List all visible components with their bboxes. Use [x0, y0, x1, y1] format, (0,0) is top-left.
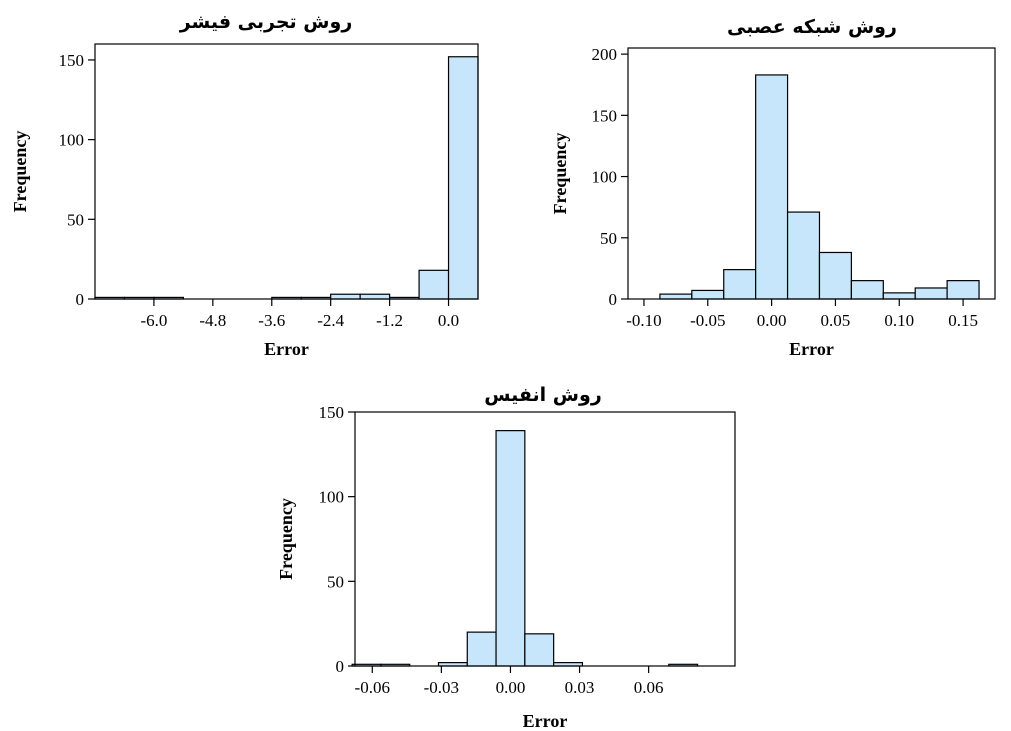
histogram-bar	[330, 293, 361, 300]
histogram-bar	[495, 430, 526, 667]
y-tick-label: 50	[327, 572, 344, 591]
histogram-bar	[914, 287, 948, 300]
x-axis-label: Error	[264, 339, 309, 359]
histogram-bar	[850, 280, 884, 300]
histogram-bar	[723, 269, 757, 300]
histogram-bar	[659, 293, 693, 300]
x-tick-label: 0.03	[565, 678, 595, 697]
x-tick-label: -6.0	[140, 311, 167, 330]
chart-title: روش تجربی فیشر	[179, 11, 353, 33]
y-axis-label: Frequency	[276, 498, 296, 580]
plot-frame	[354, 411, 736, 667]
plot-frame	[94, 43, 479, 300]
histogram-bar	[691, 289, 725, 300]
histogram-bar	[755, 74, 789, 300]
histogram-bar	[359, 293, 391, 300]
histogram-bar	[946, 280, 980, 300]
histogram-anfis: روش انفیس Error Frequency -0.06 -0.03 0.00…	[276, 384, 736, 731]
y-tick-label: 0	[76, 290, 85, 309]
x-tick-label: 0.05	[821, 311, 851, 330]
histogram-bar	[786, 211, 821, 300]
y-tick-label: 0	[336, 657, 345, 676]
x-tick-label: -0.10	[626, 311, 661, 330]
x-tick-label: -0.03	[424, 678, 459, 697]
histogram-bar	[466, 631, 497, 667]
x-tick-label: -0.06	[355, 678, 390, 697]
x-axis-label: Error	[789, 339, 834, 359]
x-tick-label: -1.2	[376, 311, 403, 330]
y-tick-label: 200	[592, 45, 618, 64]
x-tick-label: 0.00	[496, 678, 526, 697]
histogram-bar	[524, 633, 555, 667]
histogram-bar	[447, 56, 479, 300]
histogram-bar	[418, 269, 450, 300]
y-tick-label: 150	[592, 106, 618, 125]
x-tick-label: 0.10	[884, 311, 914, 330]
y-tick-label: 150	[59, 51, 85, 70]
y-tick-label: 100	[592, 168, 618, 187]
x-tick-label: -0.05	[690, 311, 725, 330]
x-tick-label: 0.15	[948, 311, 978, 330]
x-tick-label: 0.00	[757, 311, 787, 330]
y-tick-label: 100	[59, 131, 85, 150]
chart-title: روش شبکه عصبی	[727, 16, 897, 38]
x-tick-label: 0.0	[438, 311, 459, 330]
histogram-fisher: روش تجربی فیشر Error Frequency -6.0 -4.8 -…	[10, 11, 479, 359]
x-tick-label: -2.4	[317, 311, 344, 330]
plot-frame	[627, 47, 996, 300]
y-tick-label: 0	[609, 290, 618, 309]
histogram-bar	[818, 251, 852, 300]
x-axis-label: Error	[523, 711, 568, 731]
x-tick-label: -3.6	[258, 311, 285, 330]
histogram-bar	[882, 292, 916, 300]
y-axis-label: Frequency	[550, 133, 570, 215]
y-tick-label: 100	[319, 488, 345, 507]
y-tick-label: 150	[319, 403, 345, 422]
histogram-neural-network: روش شبکه عصبی Error Frequency -0.10 -0.05…	[550, 16, 996, 359]
x-tick-label: 0.06	[634, 678, 664, 697]
y-tick-label: 50	[67, 210, 84, 229]
x-tick-label: -4.8	[199, 311, 226, 330]
y-tick-label: 50	[600, 229, 617, 248]
y-axis-label: Frequency	[10, 131, 30, 213]
chart-title: روش انفیس	[484, 384, 602, 406]
